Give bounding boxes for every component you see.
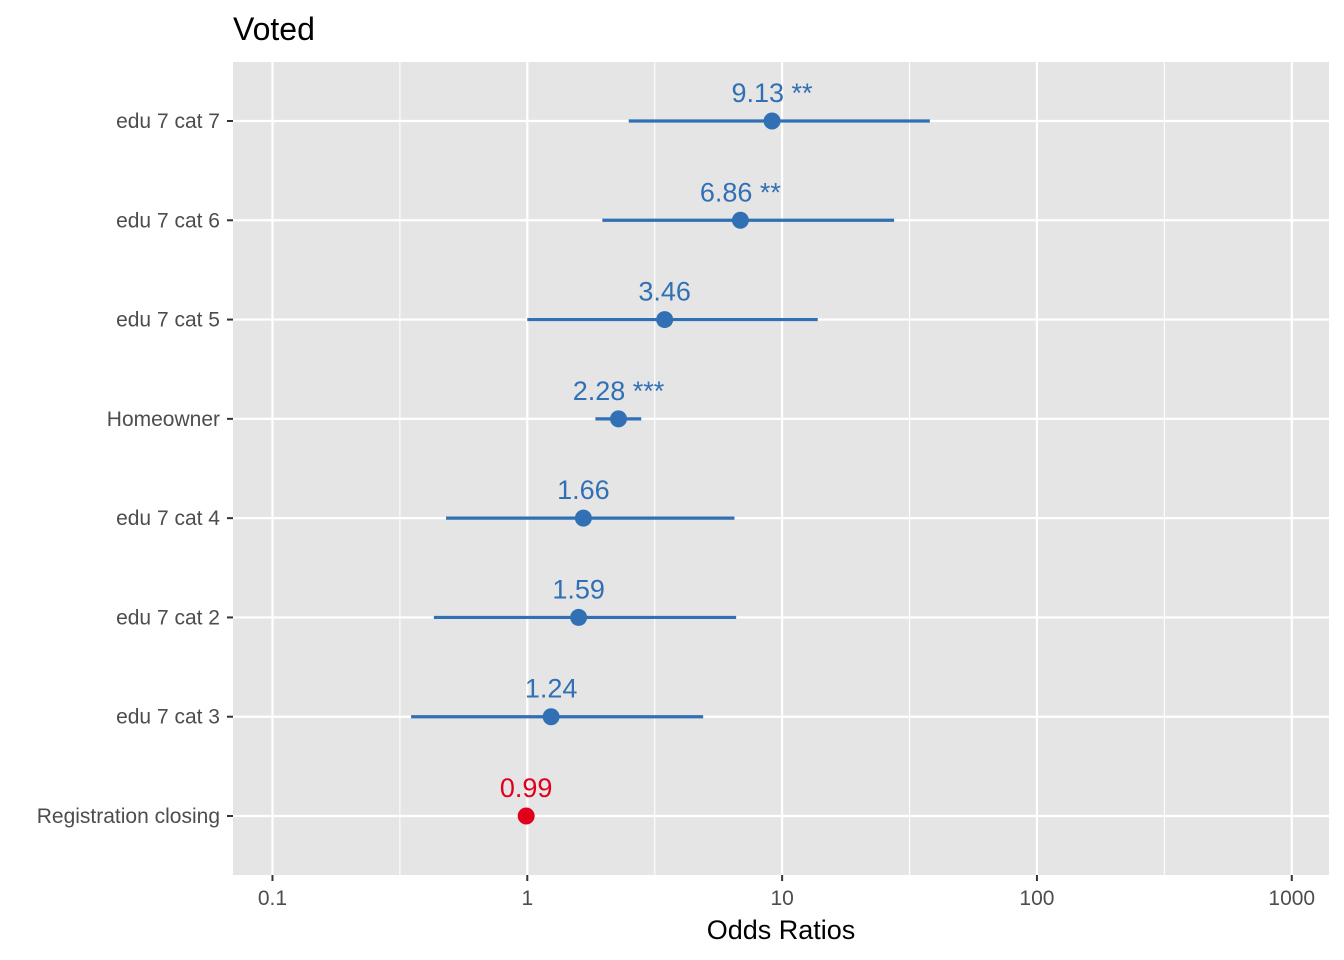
y-tick-label: edu 7 cat 2 — [116, 606, 220, 629]
estimate-point — [731, 211, 749, 229]
y-axis: edu 7 cat 7 edu 7 cat 6 edu 7 cat 5 Homeown… — [37, 110, 233, 828]
x-axis: 0.1 1 10 100 1000 — [258, 875, 1315, 910]
value-label: 1.24 — [525, 674, 578, 704]
y-tick-label: edu 7 cat 3 — [116, 706, 220, 729]
x-tick-label: 10 — [770, 887, 793, 910]
value-label: 6.86 ** — [700, 177, 782, 207]
value-label: 1.66 — [557, 475, 610, 505]
x-tick-label: 0.1 — [258, 887, 287, 910]
value-label: 2.28 *** — [573, 376, 665, 406]
value-label: 1.59 — [552, 574, 605, 604]
y-tick-label: edu 7 cat 4 — [116, 507, 220, 530]
data-marks: 9.13 ** 6.86 ** 3.46 2.28 *** 1.66 1.59 1.24 0.… — [411, 78, 930, 825]
minor-gridlines — [399, 62, 1165, 875]
y-tick-label: Homeowner — [107, 408, 220, 431]
estimate-point — [610, 410, 628, 428]
y-tick-label: edu 7 cat 6 — [116, 209, 220, 232]
value-label: 0.99 — [500, 773, 553, 803]
plot-panel — [233, 62, 1329, 875]
y-tick-label: Registration closing — [37, 805, 220, 828]
estimate-point — [517, 807, 535, 825]
estimate-point — [656, 311, 674, 329]
x-tick-label: 1000 — [1268, 887, 1315, 910]
estimate-point — [542, 708, 560, 726]
x-tick-label: 1 — [521, 887, 533, 910]
x-tick-label: 100 — [1019, 887, 1054, 910]
x-axis-title: Odds Ratios — [707, 915, 856, 945]
value-label: 9.13 ** — [732, 78, 814, 108]
chart-title: Voted — [233, 11, 315, 47]
estimate-point — [574, 509, 592, 527]
estimate-point — [570, 608, 588, 626]
estimate-point — [763, 112, 781, 130]
value-label: 3.46 — [638, 277, 691, 307]
y-tick-label: edu 7 cat 7 — [116, 110, 220, 133]
y-tick-label: edu 7 cat 5 — [116, 309, 220, 332]
